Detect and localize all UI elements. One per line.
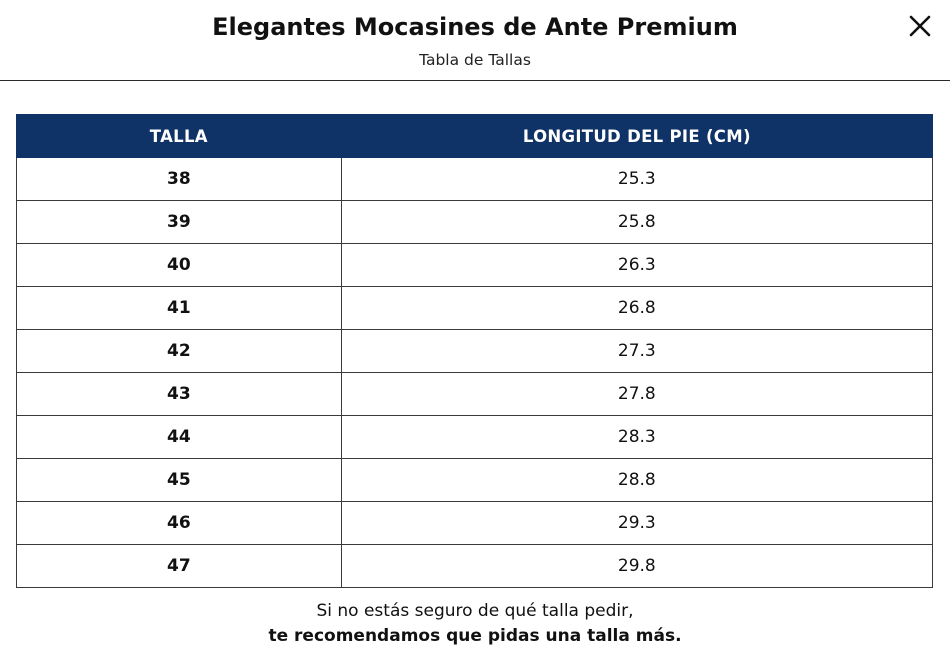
close-button[interactable]: [906, 12, 934, 40]
size-table: TALLA LONGITUD DEL PIE (CM) 38 25.3 39 2…: [16, 114, 934, 588]
note-line-2: te recomendamos que pidas una talla más.: [268, 626, 682, 646]
size-cell: 45: [16, 458, 342, 502]
size-advice-note: Si no estás seguro de qué talla pedir, t…: [0, 599, 950, 649]
size-cell: 47: [16, 544, 342, 588]
length-cell: 25.3: [340, 157, 934, 201]
table-row: 42 27.3: [16, 329, 934, 373]
length-cell: 27.8: [340, 372, 934, 416]
size-cell: 38: [16, 157, 342, 201]
table-row: 41 26.8: [16, 286, 934, 330]
length-cell: 29.8: [340, 544, 934, 588]
length-cell: 29.3: [340, 501, 934, 545]
column-header-talla: TALLA: [16, 114, 342, 158]
size-cell: 46: [16, 501, 342, 545]
length-cell: 26.8: [340, 286, 934, 330]
size-cell: 40: [16, 243, 342, 287]
length-cell: 27.3: [340, 329, 934, 373]
table-row: 43 27.8: [16, 372, 934, 416]
modal-subtitle: Tabla de Tallas: [419, 51, 531, 69]
table-row: 38 25.3: [16, 157, 934, 201]
size-cell: 41: [16, 286, 342, 330]
table-row: 47 29.8: [16, 544, 934, 588]
size-cell: 44: [16, 415, 342, 459]
table-row: 46 29.3: [16, 501, 934, 545]
column-header-longitud: LONGITUD DEL PIE (CM): [340, 114, 934, 158]
length-cell: 28.8: [340, 458, 934, 502]
length-cell: 26.3: [340, 243, 934, 287]
size-cell: 39: [16, 200, 342, 244]
note-line-1: Si no estás seguro de qué talla pedir,: [316, 601, 634, 621]
length-cell: 25.8: [340, 200, 934, 244]
table-row: 39 25.8: [16, 200, 934, 244]
table-row: 40 26.3: [16, 243, 934, 287]
size-cell: 42: [16, 329, 342, 373]
table-row: 44 28.3: [16, 415, 934, 459]
size-cell: 43: [16, 372, 342, 416]
modal-header: Elegantes Mocasines de Ante Premium Tabl…: [0, 0, 950, 81]
product-title: Elegantes Mocasines de Ante Premium: [212, 13, 738, 41]
table-row: 45 28.8: [16, 458, 934, 502]
close-icon[interactable]: [906, 12, 934, 40]
table-header-row: TALLA LONGITUD DEL PIE (CM): [16, 114, 934, 158]
length-cell: 28.3: [340, 415, 934, 459]
